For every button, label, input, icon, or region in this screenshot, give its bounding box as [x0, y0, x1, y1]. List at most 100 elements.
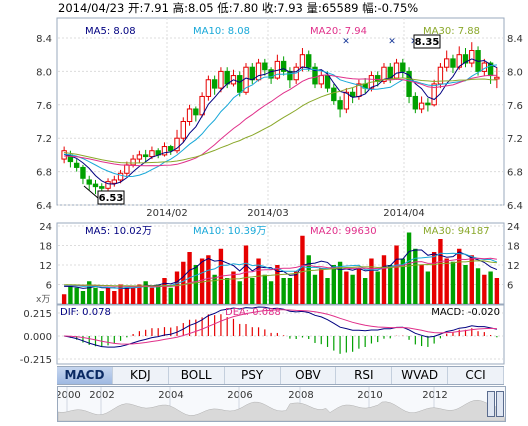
- tab-cci[interactable]: CCI: [448, 367, 504, 384]
- volume-bar: [400, 258, 405, 304]
- timeline-year-label: 2004: [158, 390, 183, 401]
- volume-bar: [457, 248, 462, 304]
- volume-bar: [112, 291, 117, 304]
- candle-up: [205, 79, 212, 97]
- volume-bar: [375, 271, 380, 304]
- candle-down: [262, 62, 268, 71]
- volume-bar: [438, 239, 443, 304]
- price-y-axis-left: 8.4 8.0 7.6 7.2 6.8 6.4: [36, 34, 52, 212]
- tab-wvad[interactable]: WVAD: [392, 367, 449, 384]
- volume-bar: [250, 278, 255, 304]
- candle-down: [287, 70, 293, 81]
- quote-change: 幅:-0.75%: [362, 1, 419, 15]
- volume-bar: [362, 278, 368, 304]
- low-marker-label: 6.53: [99, 193, 124, 204]
- volume-y-tick-right: 6: [507, 281, 513, 292]
- timeline-year-label: 2006: [227, 390, 252, 401]
- tab-kdj[interactable]: KDJ: [113, 367, 169, 384]
- volume-bar: [369, 258, 374, 304]
- event-marker-icon: ✕: [342, 37, 350, 47]
- price-y-tick-right: 7.6: [507, 101, 523, 112]
- candle-down: [337, 100, 343, 110]
- volume-bar: [281, 278, 286, 304]
- candle-up: [199, 95, 205, 116]
- timeline-year-label: 2012: [422, 390, 447, 401]
- price-x-tick: 2014/02: [146, 208, 188, 219]
- tab-rsi[interactable]: RSI: [336, 367, 393, 384]
- volume-bar: [319, 268, 324, 304]
- volume-unit: x万: [36, 295, 50, 305]
- volume-bar: [293, 271, 299, 304]
- volume-bar: [450, 261, 456, 304]
- price-x-tick: 2014/04: [383, 208, 425, 219]
- volume-bar: [143, 281, 148, 304]
- price-y-tick: 6.8: [36, 168, 52, 179]
- volume-ma-lines: [64, 249, 498, 289]
- candle-up: [343, 91, 350, 110]
- volume-bar: [482, 274, 487, 304]
- vol-ma30-line: [64, 260, 497, 287]
- volume-ma-label: MA10: 10.39万: [193, 226, 266, 237]
- candle-up: [431, 83, 437, 106]
- dif-line: [64, 306, 498, 348]
- volume-bar: [494, 278, 500, 304]
- price-ma-label: MA20: 7.94: [310, 26, 367, 37]
- candle-up: [443, 58, 450, 68]
- candle-down: [193, 108, 199, 116]
- volume-bar: [475, 268, 481, 304]
- candle-down: [92, 183, 99, 188]
- macd-lines: [64, 306, 498, 348]
- tab-obv[interactable]: OBV: [281, 367, 337, 384]
- candle-up: [381, 66, 387, 82]
- candle-up: [180, 121, 186, 139]
- candle-up: [418, 102, 425, 110]
- volume-bar: [444, 258, 449, 304]
- volume-bar: [388, 265, 393, 304]
- volume-bar: [300, 235, 305, 304]
- high-marker: 8.35: [413, 34, 441, 49]
- candle-down: [425, 102, 431, 106]
- price-grid: [58, 18, 503, 206]
- tab-psy[interactable]: PSY: [225, 367, 281, 384]
- volume-bar: [231, 271, 236, 304]
- timeline-year-label: 2008: [288, 390, 313, 401]
- price-ma-label: MA5: 8.08: [85, 26, 136, 37]
- timeline-year-label: 2002: [89, 390, 114, 401]
- ma20-line: [64, 74, 497, 167]
- candle-down: [224, 70, 230, 85]
- candle-up: [117, 172, 124, 181]
- candle-down: [412, 95, 419, 110]
- volume-bar: [149, 287, 155, 304]
- candle-up: [469, 50, 475, 64]
- volume-bar: [68, 284, 73, 304]
- volume-y-tick-right: 12: [507, 261, 520, 272]
- stock-chart[interactable]: 8.4 8.0 7.6 7.2 6.8 6.4 8.4 8.0 7.6 7.2 6.8 6.4 20…: [0, 0, 528, 366]
- candle-down: [450, 58, 456, 68]
- candle-down: [249, 66, 255, 81]
- candle-up: [494, 76, 500, 80]
- volume-bar: [262, 274, 268, 304]
- volume-bar: [162, 278, 167, 304]
- tab-boll[interactable]: BOLL: [169, 367, 225, 384]
- price-y-tick: 7.6: [36, 101, 52, 112]
- timeline-navigator[interactable]: 2000 2002 2004 2006 2008 2010 2012: [57, 386, 506, 422]
- tab-macd[interactable]: MACD: [57, 367, 113, 384]
- candle-down: [462, 54, 469, 64]
- volume-bar: [425, 271, 431, 304]
- macd-labels: DIF: 0.078 DEA: 0.088 MACD: -0.020: [60, 307, 500, 318]
- price-y-tick: 8.4: [36, 34, 52, 45]
- timeline-left-handle[interactable]: [487, 391, 495, 417]
- timeline-right-handle[interactable]: [496, 391, 504, 417]
- volume-bar: [325, 278, 330, 304]
- timeline-svg: 2000 2002 2004 2006 2008 2010 2012: [58, 387, 505, 421]
- macd-label: DIF: 0.078: [60, 307, 111, 318]
- volume-bar: [431, 252, 437, 304]
- price-y-tick-right: 8.0: [507, 67, 523, 78]
- volume-y-tick: 24: [39, 222, 52, 233]
- candle-up: [481, 62, 488, 72]
- volume-y-tick-right: 18: [507, 242, 520, 253]
- candle-down: [73, 162, 80, 168]
- volume-bar: [356, 268, 362, 304]
- candle-up: [186, 108, 193, 122]
- low-marker: 6.53: [83, 185, 125, 205]
